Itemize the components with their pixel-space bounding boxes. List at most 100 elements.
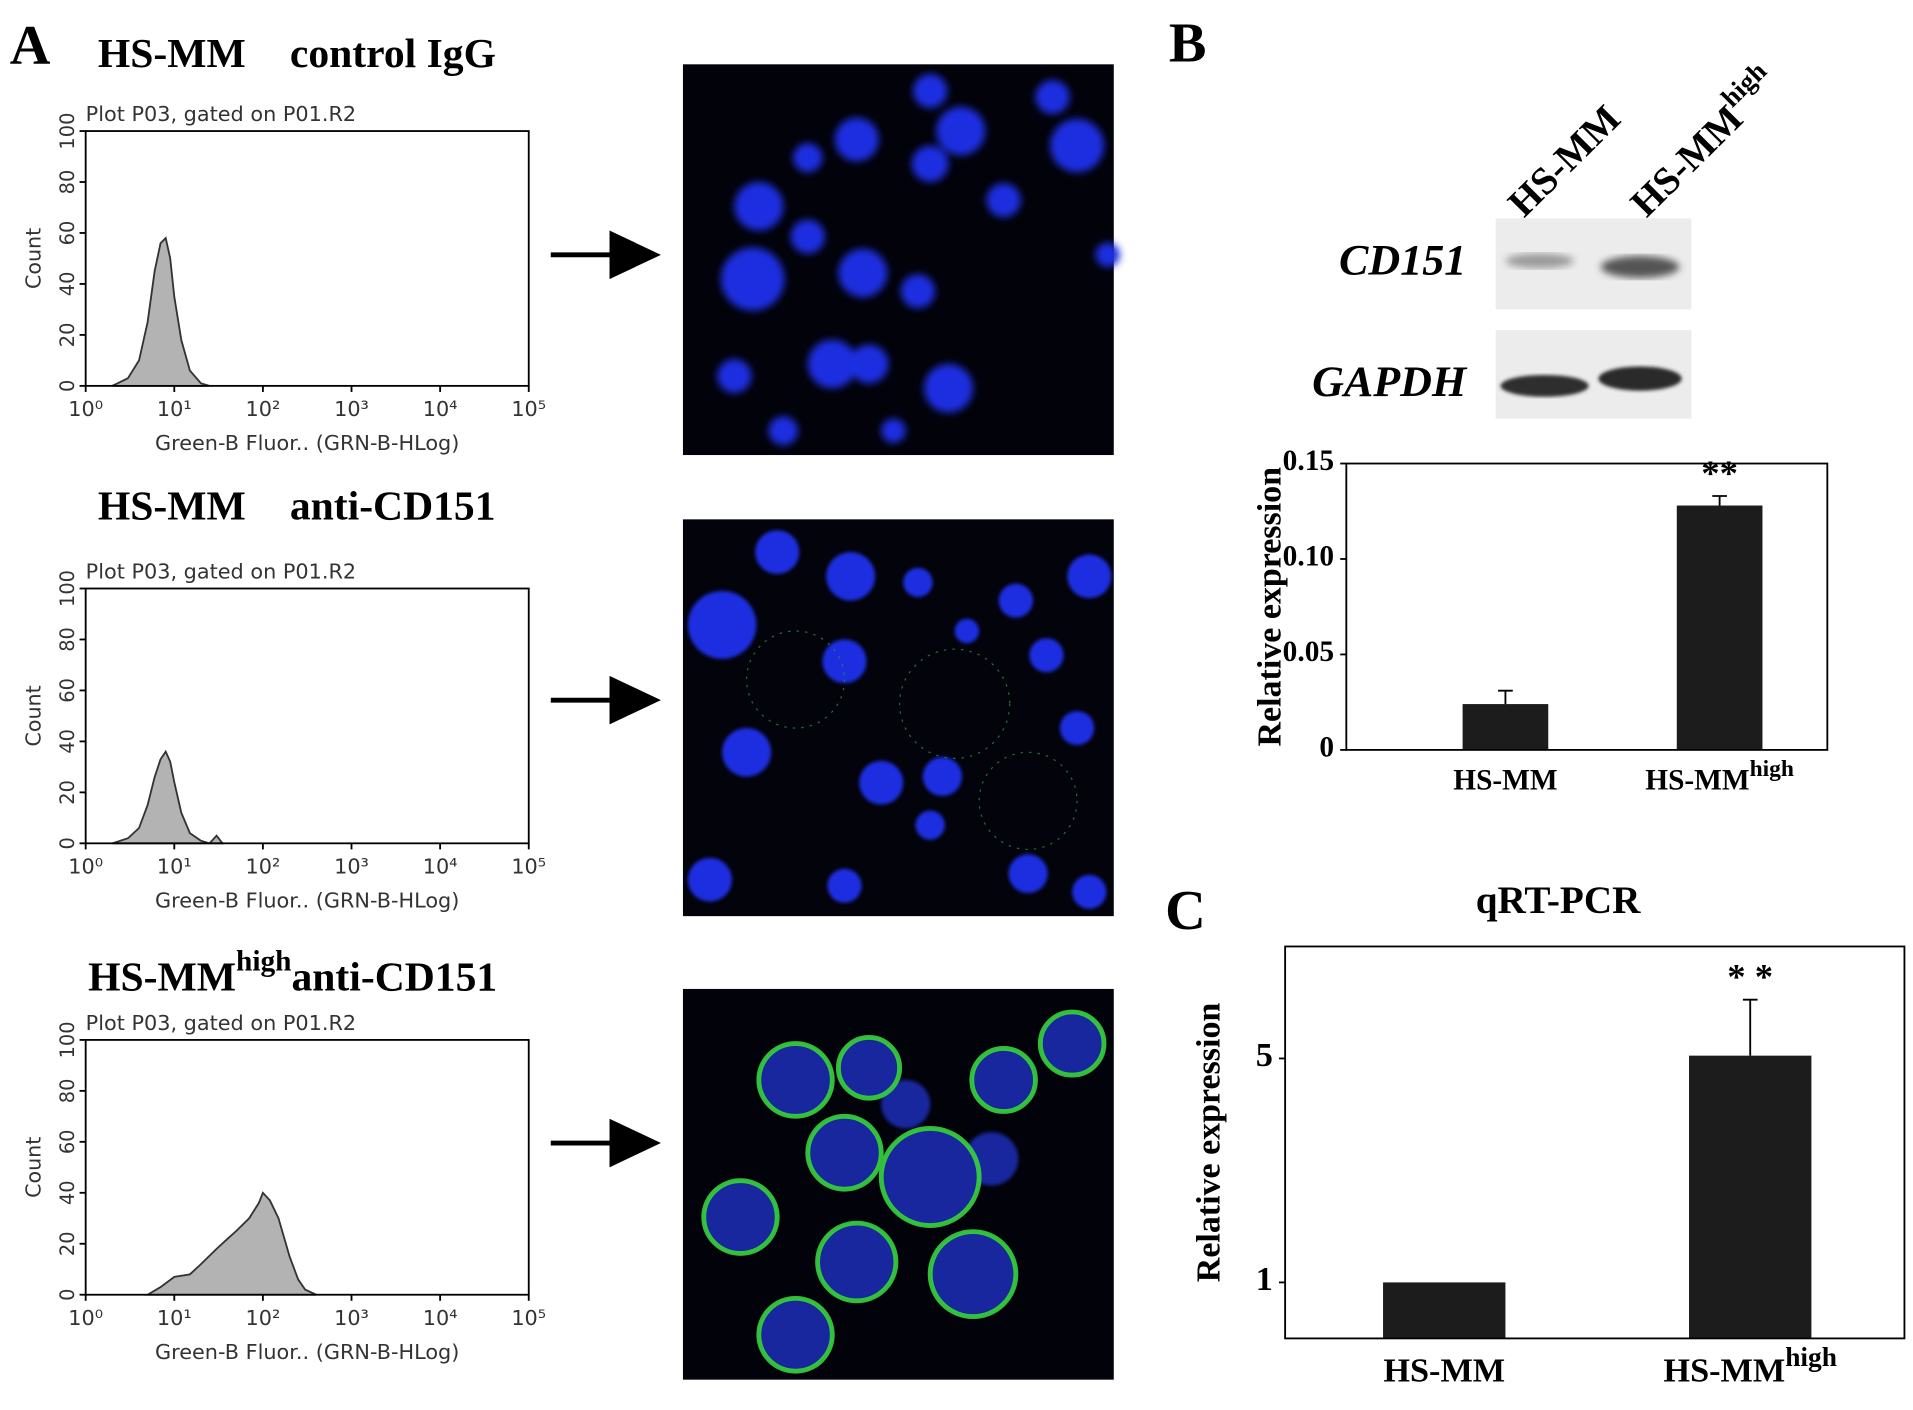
heading-main: HS-MM — [98, 482, 246, 528]
lane-label: HS-MMhigh — [1617, 56, 1788, 225]
x-tick-label: 10³ — [334, 855, 369, 879]
y-axis-label: Count — [21, 685, 45, 746]
y-tick-label: 20 — [56, 1231, 79, 1256]
micrograph — [682, 519, 1114, 917]
panel-heading: HS-MM control IgG — [98, 30, 496, 76]
x-tick-label: 10⁰ — [68, 397, 103, 421]
x-tick-label: 10⁰ — [68, 855, 103, 879]
heading-sup: high — [236, 945, 292, 977]
x-tick-label: 10¹ — [157, 855, 192, 879]
y-tick-label: 60 — [56, 678, 79, 703]
y-axis-label: Count — [21, 228, 45, 289]
y-tick-label: 80 — [56, 170, 79, 195]
heading-tail: anti-CD151 — [290, 482, 496, 528]
x-tick-label: 10⁰ — [68, 1306, 103, 1330]
histogram-area — [112, 749, 225, 845]
arrow — [550, 675, 661, 725]
histogram-area — [111, 236, 210, 387]
category-main: HS-MM — [1645, 764, 1749, 796]
panel-label: C — [1165, 880, 1206, 942]
plot-frame — [1284, 945, 1906, 1340]
y-tick-label: 20 — [56, 323, 79, 348]
plot-frame — [84, 130, 530, 387]
x-axis-label: Green-B Fluor.. (GRN-B-HLog) — [155, 1340, 459, 1364]
x-axis-label: Green-B Fluor.. (GRN-B-HLog) — [155, 889, 459, 913]
micrograph — [682, 64, 1120, 456]
x-tick-label: 10¹ — [157, 397, 192, 421]
x-tick-label: 10² — [245, 397, 280, 421]
x-tick-label: HS-MM — [1453, 764, 1557, 796]
x-tick-label: 10² — [245, 1306, 280, 1330]
heading-main: HS-MM — [88, 953, 236, 999]
plot-frame — [84, 587, 530, 845]
x-tick-label: 10⁴ — [423, 1306, 458, 1330]
x-tick-label: 10³ — [334, 397, 369, 421]
histogram-area — [144, 1191, 317, 1296]
y-tick-label: 80 — [56, 1079, 79, 1104]
x-tick-label: HS-MMhigh — [1663, 1342, 1837, 1389]
x-tick-label: 10⁴ — [423, 397, 458, 421]
arrow — [550, 230, 661, 280]
y-tick-label: 60 — [56, 1129, 79, 1154]
blot — [1495, 218, 1692, 419]
band-label: CD151 — [1339, 237, 1466, 285]
category-main: HS-MM — [1453, 764, 1557, 796]
x-tick-label: 10⁴ — [423, 855, 458, 879]
plot-frame — [1345, 462, 1829, 751]
lane-label-main: HS-MM — [1500, 97, 1629, 225]
plot-title: Plot P03, gated on P01.R2 — [86, 560, 357, 584]
y-tick-label: 40 — [56, 1180, 79, 1205]
category-sup: high — [1785, 1342, 1837, 1372]
y-tick-label: 80 — [56, 627, 79, 652]
panel-label: A — [10, 15, 51, 77]
x-tick-label: 10⁵ — [511, 1306, 546, 1330]
y-tick-label: 20 — [56, 780, 79, 805]
y-tick-label: 100 — [56, 113, 79, 150]
y-axis-label: Count — [21, 1137, 45, 1198]
plot-title: Plot P03, gated on P01.R2 — [86, 1011, 357, 1035]
error-bar — [1742, 998, 1758, 1056]
y-tick-label: 100 — [56, 570, 79, 607]
category-main: HS-MM — [1383, 1353, 1505, 1390]
lane-label-main: HS-MM — [1622, 97, 1751, 225]
heading-main: HS-MM — [98, 30, 246, 76]
x-tick-label: 10¹ — [157, 1306, 192, 1330]
error-bar — [1498, 689, 1513, 705]
y-tick-label: 0 — [56, 380, 79, 392]
y-tick-label: 5 — [1256, 1037, 1273, 1074]
y-tick-label: 0 — [56, 1289, 79, 1301]
y-tick-label: 0.05 — [1283, 636, 1334, 668]
x-tick-label: HS-MMhigh — [1645, 756, 1794, 796]
y-tick-label: 0.15 — [1283, 445, 1334, 477]
plot-frame — [84, 1038, 530, 1296]
y-axis-label: Relative expression — [1252, 467, 1289, 747]
y-tick-label: 100 — [56, 1021, 79, 1058]
heading-tail: anti-CD151 — [292, 953, 498, 999]
panel-heading: HS-MM anti-CD151 — [98, 482, 496, 528]
y-tick-label: 40 — [56, 272, 79, 297]
y-tick-label: 1 — [1256, 1261, 1273, 1298]
x-tick-label: 10² — [245, 855, 280, 879]
significance-label: ** — [1701, 452, 1738, 493]
chart-title: qRT-PCR — [1476, 879, 1642, 922]
micrograph — [682, 988, 1114, 1380]
y-axis-label: Relative expression — [1190, 1003, 1227, 1283]
significance-label: * * — [1727, 956, 1773, 997]
bar — [1383, 1282, 1506, 1339]
panel-label: B — [1169, 13, 1207, 75]
x-tick-label: 10⁵ — [511, 855, 546, 879]
y-tick-label: 0 — [1319, 732, 1334, 764]
plot-title: Plot P03, gated on P01.R2 — [86, 102, 357, 126]
error-bar — [1712, 495, 1727, 506]
y-tick-label: 40 — [56, 729, 79, 754]
lane-label: HS-MM — [1500, 97, 1629, 225]
y-tick-label: 0.10 — [1283, 541, 1334, 573]
y-tick-label: 60 — [56, 221, 79, 246]
category-main: HS-MM — [1663, 1353, 1785, 1390]
bar — [1462, 704, 1549, 750]
bar — [1676, 505, 1763, 750]
x-tick-label: 10³ — [334, 1306, 369, 1330]
